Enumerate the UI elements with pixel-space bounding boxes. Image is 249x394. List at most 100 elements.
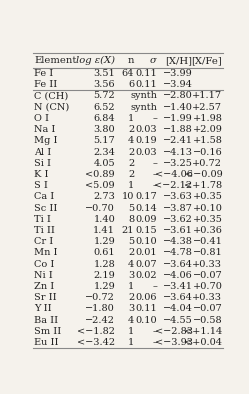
Text: 0.11: 0.11 [135,80,157,89]
Text: 1: 1 [128,181,134,190]
Text: −2.80: −2.80 [163,91,192,100]
Text: <0.89: <0.89 [85,170,115,179]
Text: 4: 4 [128,316,134,325]
Text: <−4.06: <−4.06 [155,170,192,179]
Text: 1.41: 1.41 [93,226,115,235]
Text: −0.72: −0.72 [85,293,115,302]
Text: 1.29: 1.29 [93,237,115,246]
Text: 0.11: 0.11 [135,69,157,78]
Text: 3.51: 3.51 [93,69,115,78]
Text: −4.55: −4.55 [163,316,192,325]
Text: Ni I: Ni I [34,271,53,280]
Text: Sm II: Sm II [34,327,62,336]
Text: [X/H]: [X/H] [166,56,192,65]
Text: 8: 8 [128,215,134,224]
Text: Al I: Al I [34,147,52,156]
Text: −0.70: −0.70 [85,204,115,213]
Text: Zn I: Zn I [34,282,55,291]
Text: 4: 4 [128,136,134,145]
Text: 1.29: 1.29 [93,282,115,291]
Text: 1: 1 [128,114,134,123]
Text: K I: K I [34,170,49,179]
Text: <5.09: <5.09 [85,181,115,190]
Text: Sc II: Sc II [34,204,58,213]
Text: −1.88: −1.88 [163,125,192,134]
Text: 0.17: 0.17 [135,192,157,201]
Text: 5.17: 5.17 [93,136,115,145]
Text: Ti I: Ti I [34,215,51,224]
Text: Y II: Y II [34,305,52,314]
Text: C (CH): C (CH) [34,91,68,100]
Text: −1.80: −1.80 [85,305,115,314]
Text: –: – [152,170,157,179]
Text: 0.09: 0.09 [135,215,157,224]
Text: [X/Fe]: [X/Fe] [192,56,222,65]
Text: Na I: Na I [34,125,56,134]
Text: 0.07: 0.07 [135,260,157,269]
Text: 6: 6 [128,80,134,89]
Text: −0.16: −0.16 [193,147,222,156]
Text: Sr II: Sr II [34,293,57,302]
Text: −3.94: −3.94 [163,80,192,89]
Text: +0.36: +0.36 [192,226,222,235]
Text: −1.40: −1.40 [163,103,192,112]
Text: Mn I: Mn I [34,249,58,257]
Text: +0.33: +0.33 [192,293,222,302]
Text: +0.35: +0.35 [192,215,222,224]
Text: 3: 3 [128,305,134,314]
Text: Element: Element [34,56,77,65]
Text: −0.58: −0.58 [193,316,222,325]
Text: −4.06: −4.06 [163,271,192,280]
Text: −4.38: −4.38 [163,237,192,246]
Text: +0.10: +0.10 [192,204,222,213]
Text: −0.07: −0.07 [193,271,222,280]
Text: +1.58: +1.58 [192,136,222,145]
Text: <+1.14: <+1.14 [184,327,222,336]
Text: 4.05: 4.05 [93,159,115,168]
Text: +0.33: +0.33 [192,260,222,269]
Text: <+0.04: <+0.04 [184,338,222,347]
Text: 1: 1 [128,338,134,347]
Text: 0.10: 0.10 [135,237,157,246]
Text: −3.87: −3.87 [163,204,192,213]
Text: −4.78: −4.78 [163,249,192,257]
Text: <−3.42: <−3.42 [77,338,115,347]
Text: −4.13: −4.13 [163,147,192,156]
Text: +1.17: +1.17 [192,91,222,100]
Text: −3.61: −3.61 [163,226,192,235]
Text: −3.41: −3.41 [163,282,192,291]
Text: Ba II: Ba II [34,316,58,325]
Text: 0.03: 0.03 [135,147,157,156]
Text: <−3.93: <−3.93 [155,338,192,347]
Text: <−1.82: <−1.82 [77,327,115,336]
Text: 5: 5 [128,204,134,213]
Text: Mg I: Mg I [34,136,58,145]
Text: −3.63: −3.63 [163,192,192,201]
Text: <−0.09: <−0.09 [185,170,222,179]
Text: −0.41: −0.41 [192,237,222,246]
Text: O I: O I [34,114,49,123]
Text: 21: 21 [122,226,134,235]
Text: 5: 5 [128,237,134,246]
Text: <−2.83: <−2.83 [155,327,192,336]
Text: 3: 3 [128,271,134,280]
Text: –: – [152,327,157,336]
Text: 3.80: 3.80 [93,125,115,134]
Text: 1.40: 1.40 [93,215,115,224]
Text: 0.14: 0.14 [135,204,157,213]
Text: 2: 2 [128,249,134,257]
Text: synth: synth [130,91,157,100]
Text: Fe II: Fe II [34,80,58,89]
Text: −0.81: −0.81 [193,249,222,257]
Text: 0.01: 0.01 [135,249,157,257]
Text: 0.19: 0.19 [135,136,157,145]
Text: 1.28: 1.28 [93,260,115,269]
Text: −2.41: −2.41 [163,136,192,145]
Text: +2.57: +2.57 [192,103,222,112]
Text: 2: 2 [128,125,134,134]
Text: 1: 1 [128,327,134,336]
Text: Fe I: Fe I [34,69,54,78]
Text: 0.02: 0.02 [135,271,157,280]
Text: –: – [152,114,157,123]
Text: 0.06: 0.06 [135,293,157,302]
